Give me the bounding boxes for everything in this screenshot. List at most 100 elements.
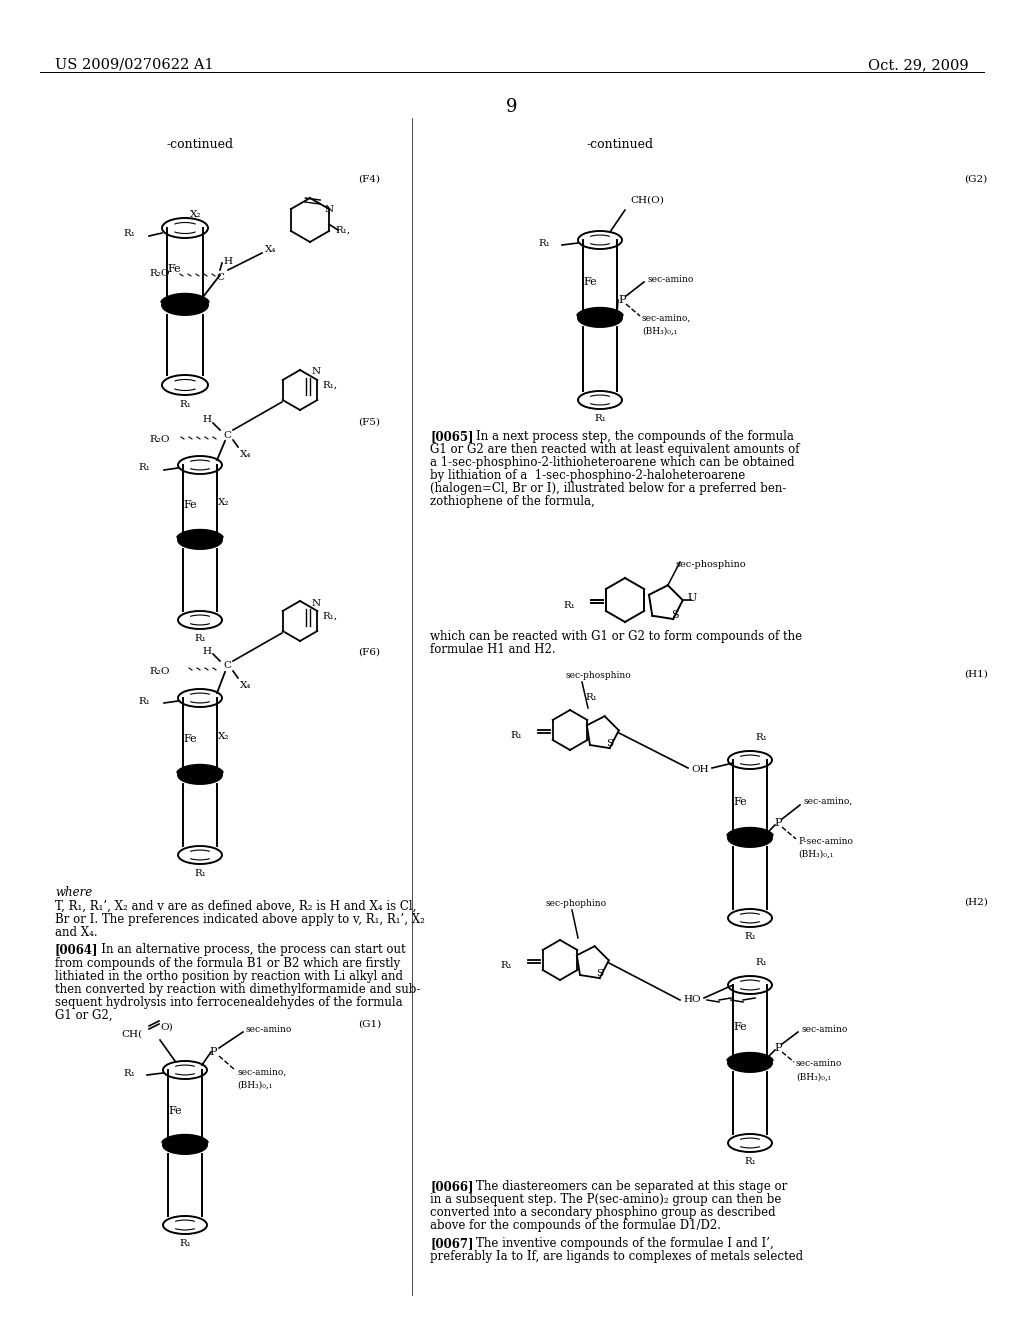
Text: preferably Ia to If, are ligands to complexes of metals selected: preferably Ia to If, are ligands to comp… xyxy=(430,1250,803,1263)
Text: sec-phosphino: sec-phosphino xyxy=(675,560,745,569)
Text: [0067]: [0067] xyxy=(430,1237,473,1250)
Text: (H2): (H2) xyxy=(964,898,988,907)
Text: R₁: R₁ xyxy=(179,1239,190,1247)
Text: X₄: X₄ xyxy=(265,246,276,253)
Text: by lithiation of a  1-sec-phosphino-2-haloheteroarene: by lithiation of a 1-sec-phosphino-2-hal… xyxy=(430,469,745,482)
Text: P: P xyxy=(774,818,781,828)
Text: N: N xyxy=(325,206,334,214)
Text: Fe: Fe xyxy=(167,264,180,275)
Text: R₁: R₁ xyxy=(594,414,606,422)
Text: sec-amino: sec-amino xyxy=(647,276,693,285)
Text: R₂O: R₂O xyxy=(150,268,170,277)
Text: In a next process step, the compounds of the formula: In a next process step, the compounds of… xyxy=(476,430,794,444)
Text: R₁: R₁ xyxy=(195,869,206,878)
Text: (BH₃)₀,₁: (BH₃)₀,₁ xyxy=(237,1081,272,1089)
Text: P: P xyxy=(774,1043,781,1053)
Text: G1 or G2 are then reacted with at least equivalent amounts of: G1 or G2 are then reacted with at least … xyxy=(430,444,800,455)
Ellipse shape xyxy=(173,301,197,309)
Text: above for the compounds of the formulae D1/D2.: above for the compounds of the formulae … xyxy=(430,1218,721,1232)
Text: sec-amino: sec-amino xyxy=(801,1026,848,1035)
Text: sec-phosphino: sec-phosphino xyxy=(565,671,631,680)
Text: zothiophene of the formula,: zothiophene of the formula, xyxy=(430,495,595,508)
Text: R₁: R₁ xyxy=(744,932,756,941)
Text: R₁: R₁ xyxy=(755,733,767,742)
Ellipse shape xyxy=(578,309,622,327)
Ellipse shape xyxy=(728,1053,772,1072)
Text: R₁,: R₁, xyxy=(335,226,350,235)
Text: N: N xyxy=(312,367,322,376)
Text: Fe: Fe xyxy=(733,1022,746,1032)
Ellipse shape xyxy=(178,766,222,784)
Text: Br or I. The preferences indicated above apply to v, R₁, R₁’, X₂: Br or I. The preferences indicated above… xyxy=(55,913,425,927)
Text: In an alternative process, the process can start out: In an alternative process, the process c… xyxy=(90,942,406,956)
Text: R₁: R₁ xyxy=(539,239,550,248)
Text: (G1): (G1) xyxy=(358,1020,381,1030)
Text: Fe: Fe xyxy=(733,797,746,807)
Text: X₄: X₄ xyxy=(240,450,252,459)
Text: (H1): (H1) xyxy=(964,671,988,678)
Text: S: S xyxy=(596,969,603,978)
Text: O): O) xyxy=(160,1023,173,1031)
Text: R₂O: R₂O xyxy=(150,667,170,676)
Text: sec-amino: sec-amino xyxy=(796,1060,843,1068)
Text: HO: HO xyxy=(683,995,700,1005)
Text: R₁: R₁ xyxy=(755,958,767,968)
Text: H: H xyxy=(223,256,232,265)
Text: N: N xyxy=(312,598,322,607)
Text: (F5): (F5) xyxy=(358,418,380,426)
Text: U: U xyxy=(688,593,697,603)
Text: sec-amino,: sec-amino, xyxy=(237,1068,287,1077)
Text: R₁: R₁ xyxy=(744,1158,756,1166)
Text: R₁,: R₁, xyxy=(322,380,337,389)
Ellipse shape xyxy=(728,829,772,847)
Text: C: C xyxy=(223,430,231,440)
Ellipse shape xyxy=(174,1142,196,1148)
Text: X₂: X₂ xyxy=(218,733,229,741)
Text: sec-phophino: sec-phophino xyxy=(545,899,606,908)
Text: (BH₃)₀,₁: (BH₃)₀,₁ xyxy=(796,1072,831,1081)
Text: in a subsequent step. The P(sec-amino)₂ group can then be: in a subsequent step. The P(sec-amino)₂ … xyxy=(430,1193,781,1206)
Text: The diastereomers can be separated at this stage or: The diastereomers can be separated at th… xyxy=(476,1180,787,1193)
Text: Fe: Fe xyxy=(183,500,197,511)
Text: R₁: R₁ xyxy=(123,1068,135,1077)
Text: R₂O: R₂O xyxy=(150,436,170,445)
Text: (F6): (F6) xyxy=(358,648,380,657)
Text: R₁: R₁ xyxy=(585,693,597,702)
Text: Fe: Fe xyxy=(168,1106,181,1115)
Text: Oct. 29, 2009: Oct. 29, 2009 xyxy=(868,58,969,73)
Text: R₁,: R₁, xyxy=(322,611,337,620)
Text: CH(O): CH(O) xyxy=(630,195,664,205)
Text: sequent hydrolysis into ferrocenealdehydes of the formula: sequent hydrolysis into ferrocenealdehyd… xyxy=(55,997,402,1008)
Text: 9: 9 xyxy=(506,98,518,116)
Text: Fe: Fe xyxy=(583,277,597,286)
Text: H: H xyxy=(203,647,212,656)
Text: R₁: R₁ xyxy=(563,601,575,610)
Ellipse shape xyxy=(163,1137,207,1154)
Text: R₁: R₁ xyxy=(123,228,135,238)
Text: C: C xyxy=(216,272,224,281)
Text: sec-amino,: sec-amino, xyxy=(642,314,691,322)
Ellipse shape xyxy=(739,834,761,841)
Text: from compounds of the formula B1 or B2 which are firstly: from compounds of the formula B1 or B2 w… xyxy=(55,957,400,970)
Ellipse shape xyxy=(589,315,611,321)
Text: sec-amino,: sec-amino, xyxy=(803,796,852,805)
Ellipse shape xyxy=(189,537,211,543)
Ellipse shape xyxy=(178,531,222,549)
Text: R₁: R₁ xyxy=(179,400,190,409)
Text: sec-amino: sec-amino xyxy=(245,1026,292,1035)
Text: Fe: Fe xyxy=(183,734,197,744)
Text: R₁: R₁ xyxy=(195,634,206,643)
Text: a 1-sec-phosphino-2-lithioheteroarene which can be obtained: a 1-sec-phosphino-2-lithioheteroarene wh… xyxy=(430,455,795,469)
Text: [0066]: [0066] xyxy=(430,1180,473,1193)
Text: P: P xyxy=(209,1047,217,1057)
Text: R₁: R₁ xyxy=(500,961,512,969)
Text: S: S xyxy=(606,738,613,747)
Text: S: S xyxy=(671,610,679,620)
Text: formulae H1 and H2.: formulae H1 and H2. xyxy=(430,643,556,656)
Text: R₁: R₁ xyxy=(510,730,522,739)
Text: which can be reacted with G1 or G2 to form compounds of the: which can be reacted with G1 or G2 to fo… xyxy=(430,630,802,643)
Text: H: H xyxy=(203,416,212,425)
Text: P: P xyxy=(618,294,626,305)
Text: where: where xyxy=(55,886,92,899)
Text: C: C xyxy=(223,661,231,671)
